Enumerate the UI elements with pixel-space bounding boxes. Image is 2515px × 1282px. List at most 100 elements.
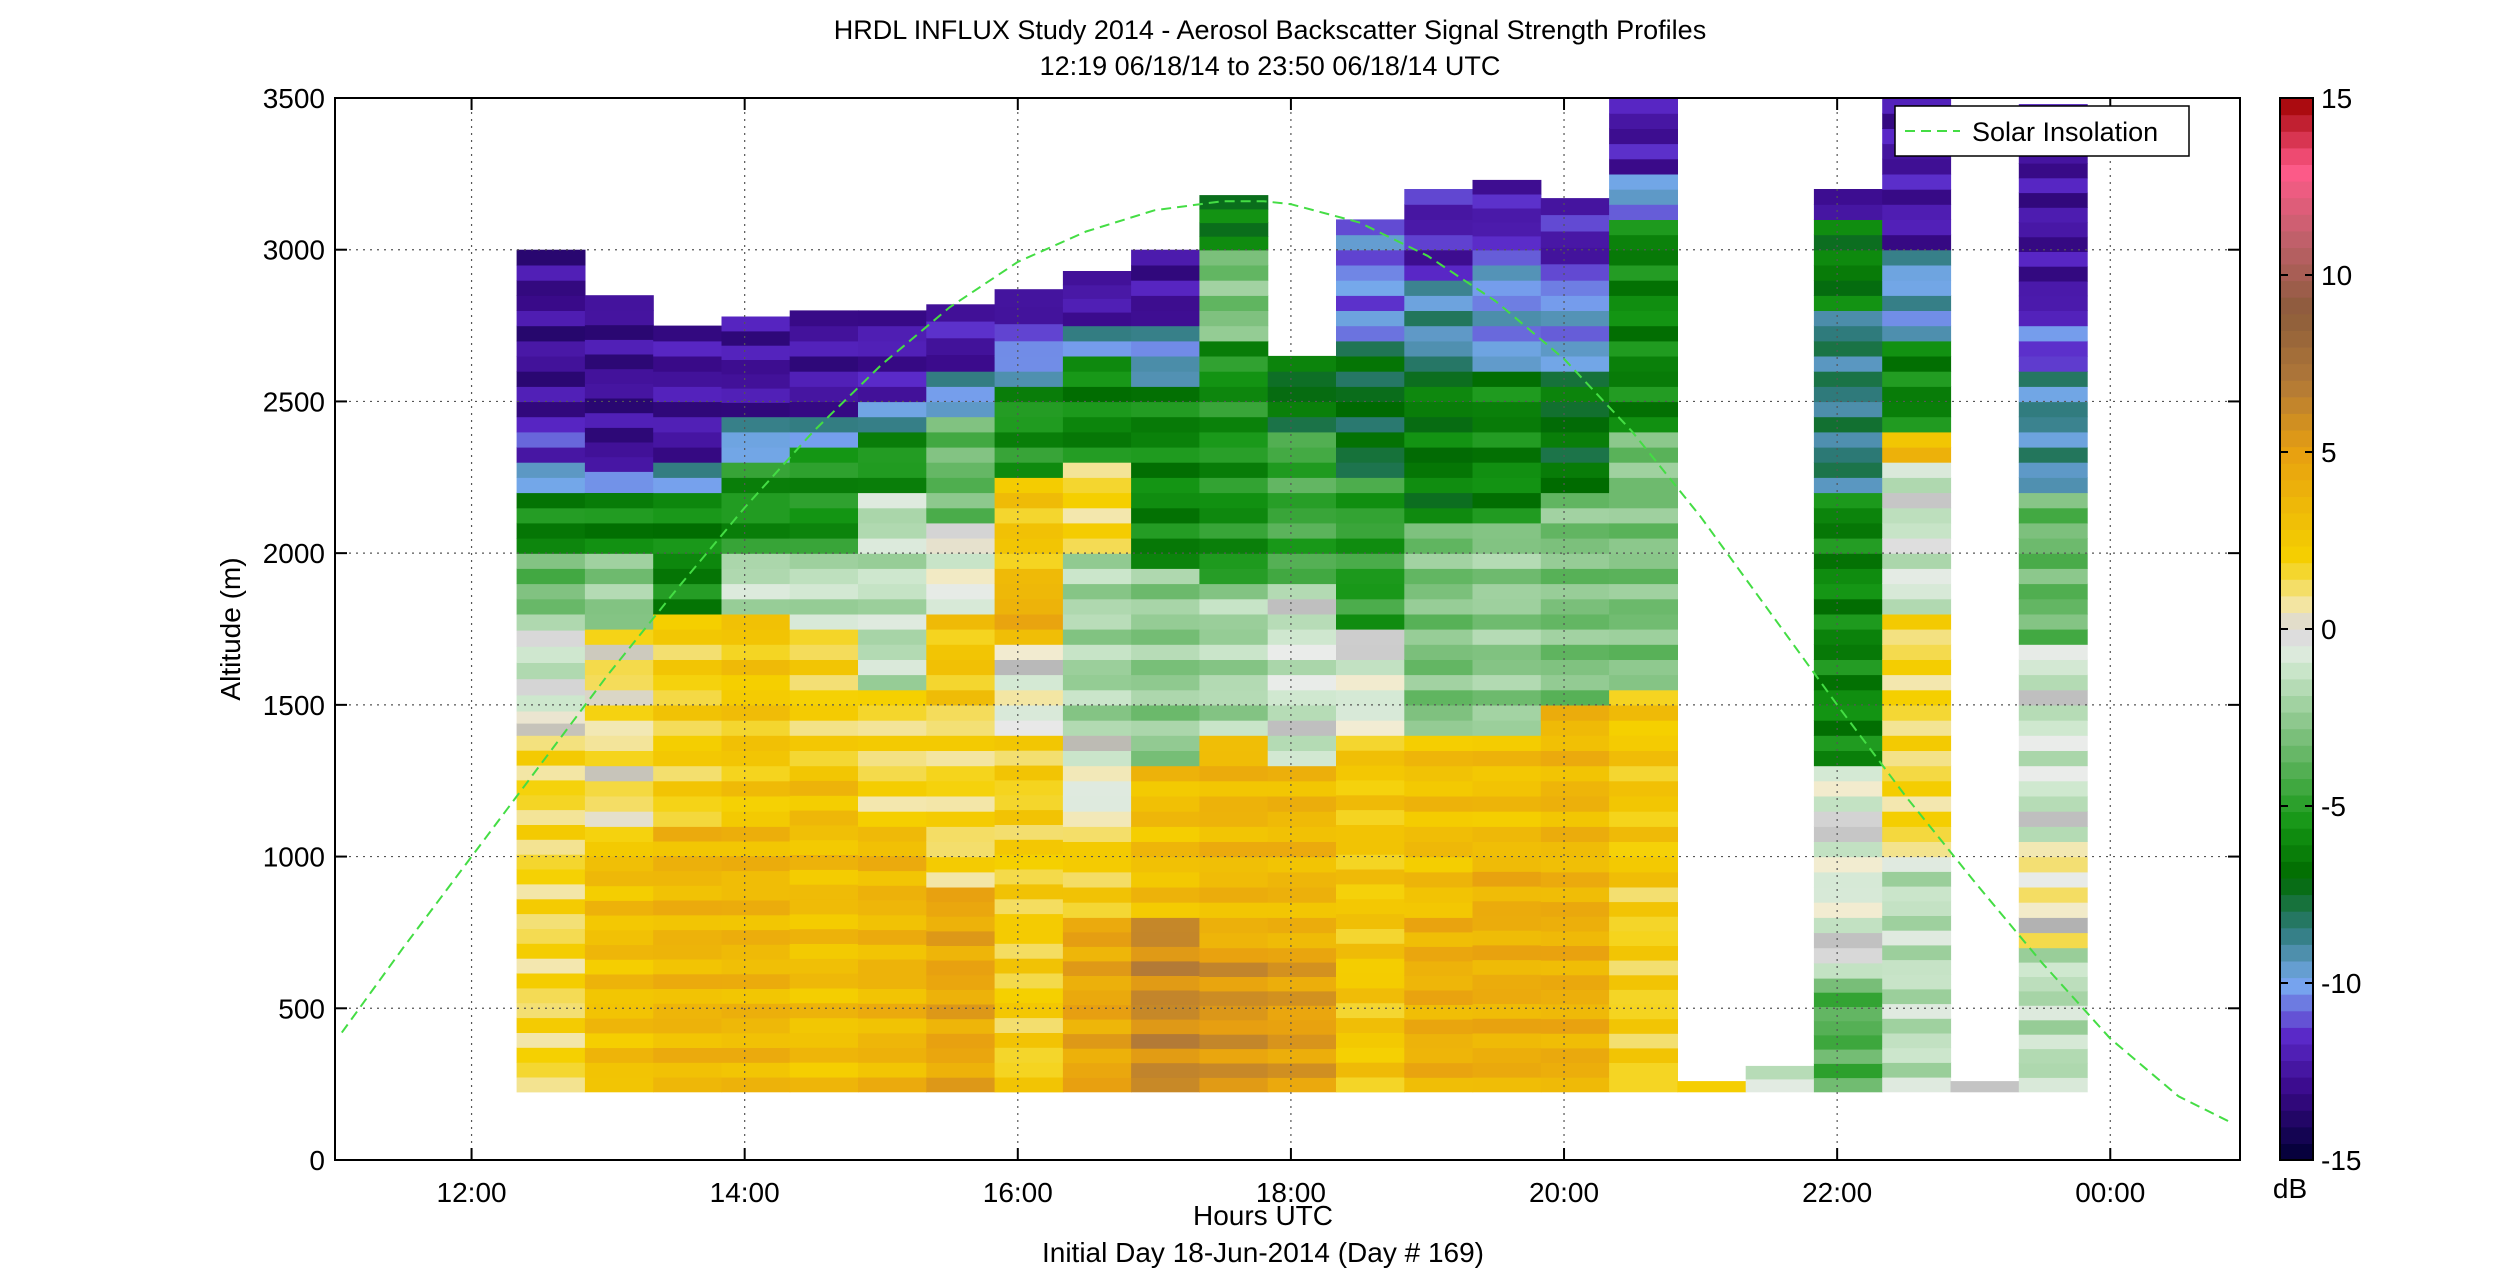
profile-cell [789, 477, 859, 494]
colorbar-cell [2280, 595, 2313, 613]
profile-cell [1267, 990, 1337, 1006]
profile-cell [1131, 462, 1200, 478]
profile-cell [1609, 871, 1678, 888]
profile-cell [1472, 674, 1542, 691]
profile-cell [516, 477, 586, 494]
profile-cell [994, 928, 1064, 944]
profile-cell [721, 553, 791, 569]
profile-cell [1540, 886, 1610, 903]
profile-cell [789, 958, 859, 974]
profile-cell [1472, 193, 1542, 209]
profile-cell [1882, 750, 1952, 767]
profile-cell [1472, 507, 1542, 524]
profile-cell [1199, 856, 1269, 873]
profile-cell [1609, 325, 1678, 342]
profile-cell [1609, 735, 1678, 751]
profile-cell [789, 659, 859, 676]
profile-cell [1199, 811, 1269, 827]
colorbar-cell [2280, 645, 2313, 663]
profile-cell [1336, 764, 1405, 781]
profile-cell [1609, 960, 1678, 976]
profile-cell [1131, 960, 1200, 976]
chart-title: HRDL INFLUX Study 2014 - Aerosol Backsca… [834, 15, 1706, 45]
profile-cell [1882, 811, 1952, 827]
profile-cell [1472, 765, 1542, 782]
profile-cell [1609, 431, 1678, 448]
profile-cell [721, 1032, 791, 1048]
profile-cell [653, 841, 723, 857]
profile-cell [516, 340, 586, 357]
profile-cell [858, 659, 927, 676]
colorbar-cell [2280, 1060, 2313, 1078]
profile-cell [516, 401, 586, 418]
profile-cell [516, 431, 586, 448]
profile-cell [994, 462, 1064, 478]
profile-cell [858, 795, 927, 812]
profile-cell [1062, 401, 1132, 418]
profile-cell [721, 522, 791, 539]
profile-cell [584, 471, 654, 493]
colorbar-cell [2280, 396, 2313, 414]
profile-cell [1540, 735, 1610, 751]
profile-cell [1267, 689, 1337, 706]
profile-cell [1882, 386, 1952, 403]
profile-cell [1062, 902, 1132, 918]
profile-cell [2018, 826, 2088, 842]
profile-cell [1813, 704, 1883, 721]
profile-cell [1336, 704, 1405, 721]
colorbar-cell [2280, 1143, 2313, 1161]
profile-cell [858, 446, 927, 463]
profile-cell [584, 324, 654, 340]
profile-cell [789, 795, 859, 811]
profile-cell [1609, 280, 1678, 296]
y-axis-label: Altitude (m) [215, 557, 246, 700]
profile-cell [1267, 871, 1337, 888]
profile-cell [1336, 868, 1405, 885]
profile-cell [926, 841, 996, 858]
profile-cell [926, 522, 996, 539]
profile-cell [994, 943, 1064, 959]
profile-cell [789, 1076, 859, 1093]
profile-cell [994, 898, 1064, 915]
profile-cell [1404, 990, 1474, 1006]
profile-cell [653, 492, 723, 509]
profile-cell [994, 704, 1064, 721]
profile-cell [1609, 355, 1678, 372]
profile-cell [2018, 163, 2088, 179]
profile-cell [789, 720, 859, 736]
profile-cell [1813, 553, 1883, 569]
profile-cell [1472, 811, 1542, 827]
profile-cell [584, 339, 654, 355]
profile-cell [2018, 192, 2088, 208]
profile-cell [858, 973, 927, 989]
profile-cell [1540, 841, 1610, 858]
profile-cell [1472, 462, 1542, 478]
colorbar-cell [2280, 214, 2313, 232]
profile-cell [1472, 988, 1542, 1005]
profile-cell [926, 629, 996, 645]
profile-cell [1404, 960, 1474, 976]
profile-cell [653, 914, 723, 931]
profile-cell [858, 477, 927, 494]
profile-cell [1062, 917, 1132, 933]
profile-cell [858, 401, 927, 418]
profile-cell [653, 973, 723, 989]
profile-cell [1609, 568, 1678, 585]
profile-cell [1336, 371, 1405, 387]
profile-cell [1472, 355, 1542, 372]
profile-cell [516, 598, 586, 615]
profile-cell [1131, 780, 1200, 797]
profile-cell [1882, 598, 1952, 615]
profile-cell [994, 1076, 1064, 1093]
profile-cell [1404, 811, 1474, 827]
profile-cell [1745, 1065, 1815, 1080]
profile-cell [1813, 295, 1883, 311]
profile-cell [1540, 355, 1610, 372]
profile-cell [789, 644, 859, 660]
profile-cell [1404, 856, 1474, 873]
profile-cell [516, 809, 586, 825]
profile-cell [926, 989, 996, 1005]
profile-cell [516, 1076, 586, 1093]
profile-cell [653, 401, 723, 418]
profile-cell [858, 371, 927, 387]
